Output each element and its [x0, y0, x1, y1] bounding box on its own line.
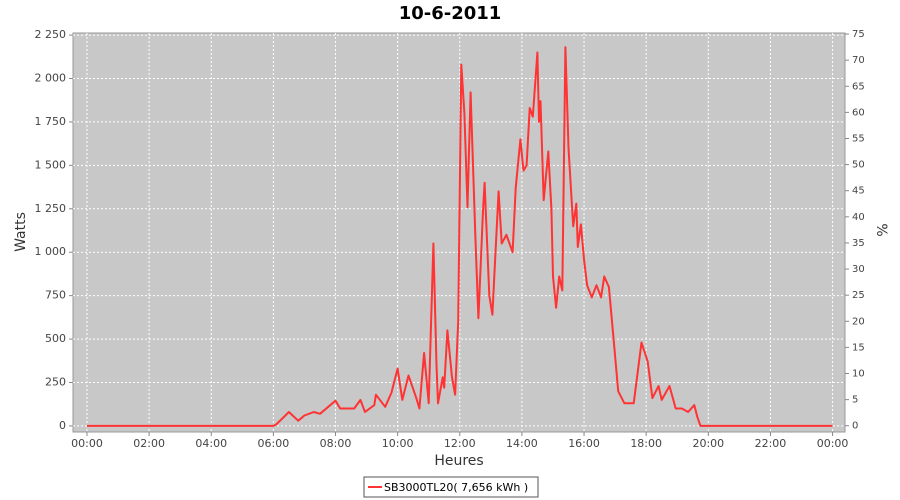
y2-tick-label: 10: [852, 369, 865, 380]
y-tick-label: 1 250: [35, 202, 67, 215]
x-tick-label: 02:00: [133, 437, 165, 450]
y-tick-label: 750: [45, 289, 66, 302]
x-tick-label: 06:00: [258, 437, 290, 450]
y2-tick-label: 5: [852, 395, 858, 406]
y-tick-label: 1 750: [35, 115, 67, 128]
x-tick-label: 20:00: [692, 437, 724, 450]
legend-label: SB3000TL20( 7,656 kWh ): [384, 481, 528, 494]
y2-tick-label: 15: [852, 342, 865, 353]
legend: [363, 476, 539, 498]
y2-tick-label: 70: [852, 55, 865, 66]
x-tick-label: 22:00: [755, 437, 787, 450]
y2-tick-label: 75: [852, 29, 865, 40]
y-tick-label: 2 000: [35, 72, 67, 85]
y2-tick-label: 25: [852, 290, 865, 301]
y2-tick-label: 65: [852, 81, 865, 92]
x-tick-label: 00:00: [71, 437, 103, 450]
y-tick-label: 2 250: [35, 28, 67, 41]
y-tick-label: 1 000: [35, 245, 67, 258]
y2-tick-label: 40: [852, 212, 865, 223]
data-line: [87, 46, 833, 427]
y2-tick-label: 50: [852, 160, 865, 171]
x-tick-label: 04:00: [195, 437, 227, 450]
y2-tick-label: 35: [852, 238, 865, 249]
x-tick-label: 08:00: [320, 437, 352, 450]
y-tick-label: 1 500: [35, 158, 67, 171]
x-tick-label: 18:00: [630, 437, 662, 450]
x-tick-label: 10:00: [382, 437, 414, 450]
x-tick-label: 14:00: [506, 437, 538, 450]
x-axis-title: Heures: [434, 453, 483, 469]
x-tick-label: 00:00: [817, 437, 849, 450]
y-tick-label: 0: [59, 419, 66, 432]
y2-tick-label: 0: [852, 421, 858, 432]
chart-title: 10-6-2011: [399, 3, 502, 24]
y2-tick-label: 60: [852, 107, 865, 118]
y-tick-label: 250: [45, 375, 66, 388]
y2-tick-label: 30: [852, 264, 865, 275]
y-tick-label: 500: [45, 332, 66, 345]
x-tick-label: 16:00: [568, 437, 600, 450]
y2-tick-label: 20: [852, 316, 865, 327]
y2-axis-title: %: [873, 223, 889, 236]
x-tick-label: 12:00: [444, 437, 476, 450]
y2-tick-label: 55: [852, 133, 865, 144]
y-axis-title: Watts: [13, 212, 29, 252]
y2-tick-label: 45: [852, 186, 865, 197]
